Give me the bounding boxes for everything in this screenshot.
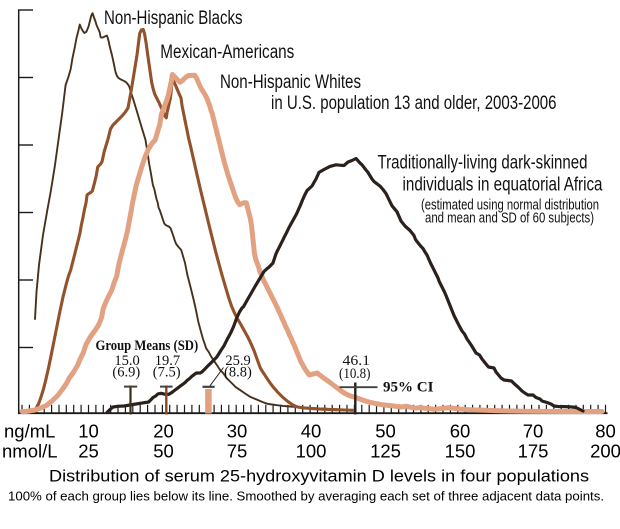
svg-text:100: 100 bbox=[296, 441, 327, 462]
svg-text:in U.S. population 13 and olde: in U.S. population 13 and older, 2003-20… bbox=[271, 93, 557, 114]
svg-text:Non-Hispanic Blacks: Non-Hispanic Blacks bbox=[104, 8, 243, 29]
svg-text:19.7: 19.7 bbox=[155, 353, 180, 369]
svg-text:25.9: 25.9 bbox=[225, 353, 250, 369]
svg-text:(10.8): (10.8) bbox=[339, 366, 371, 382]
svg-text:10: 10 bbox=[78, 421, 99, 442]
svg-text:Traditionally-living dark-skin: Traditionally-living dark-skinned bbox=[378, 153, 588, 174]
svg-text:ng/mL: ng/mL bbox=[4, 421, 55, 442]
svg-text:(estimated using normal distri: (estimated using normal distribution bbox=[421, 198, 599, 214]
svg-text:60: 60 bbox=[450, 421, 471, 442]
svg-text:Non-Hispanic Whites: Non-Hispanic Whites bbox=[220, 72, 361, 93]
svg-text:40: 40 bbox=[301, 421, 322, 442]
svg-text:100% of each group lies below: 100% of each group lies below its line. … bbox=[8, 489, 604, 504]
svg-text:(7.5): (7.5) bbox=[153, 365, 181, 381]
svg-text:Group Means (SD): Group Means (SD) bbox=[96, 338, 199, 354]
svg-text:individuals in equatorial Afri: individuals in equatorial Africa bbox=[403, 175, 603, 196]
svg-text:(8.8): (8.8) bbox=[224, 365, 252, 381]
svg-text:30: 30 bbox=[227, 421, 248, 442]
svg-text:200: 200 bbox=[590, 441, 620, 462]
svg-text:and mean and SD of 60 subjects: and mean and SD of 60 subjects) bbox=[425, 211, 594, 227]
svg-text:50: 50 bbox=[153, 441, 174, 462]
svg-text:80: 80 bbox=[595, 421, 616, 442]
svg-text:Distribution of serum 25-hydro: Distribution of serum 25-hydroxyvitamin … bbox=[49, 467, 589, 486]
svg-text:70: 70 bbox=[523, 421, 544, 442]
svg-text:15.0: 15.0 bbox=[114, 353, 139, 369]
svg-text:95% CI: 95% CI bbox=[383, 380, 434, 396]
svg-text:nmol/L: nmol/L bbox=[2, 441, 58, 462]
svg-text:150: 150 bbox=[445, 441, 476, 462]
svg-text:175: 175 bbox=[518, 441, 549, 462]
svg-text:20: 20 bbox=[153, 421, 174, 442]
svg-text:125: 125 bbox=[370, 441, 401, 462]
svg-text:25: 25 bbox=[78, 441, 99, 462]
svg-text:46.1: 46.1 bbox=[343, 353, 371, 369]
svg-text:(6.9): (6.9) bbox=[112, 365, 140, 381]
svg-text:Mexican-Americans: Mexican-Americans bbox=[160, 42, 294, 63]
svg-text:75: 75 bbox=[227, 441, 248, 462]
svg-text:50: 50 bbox=[375, 421, 396, 442]
